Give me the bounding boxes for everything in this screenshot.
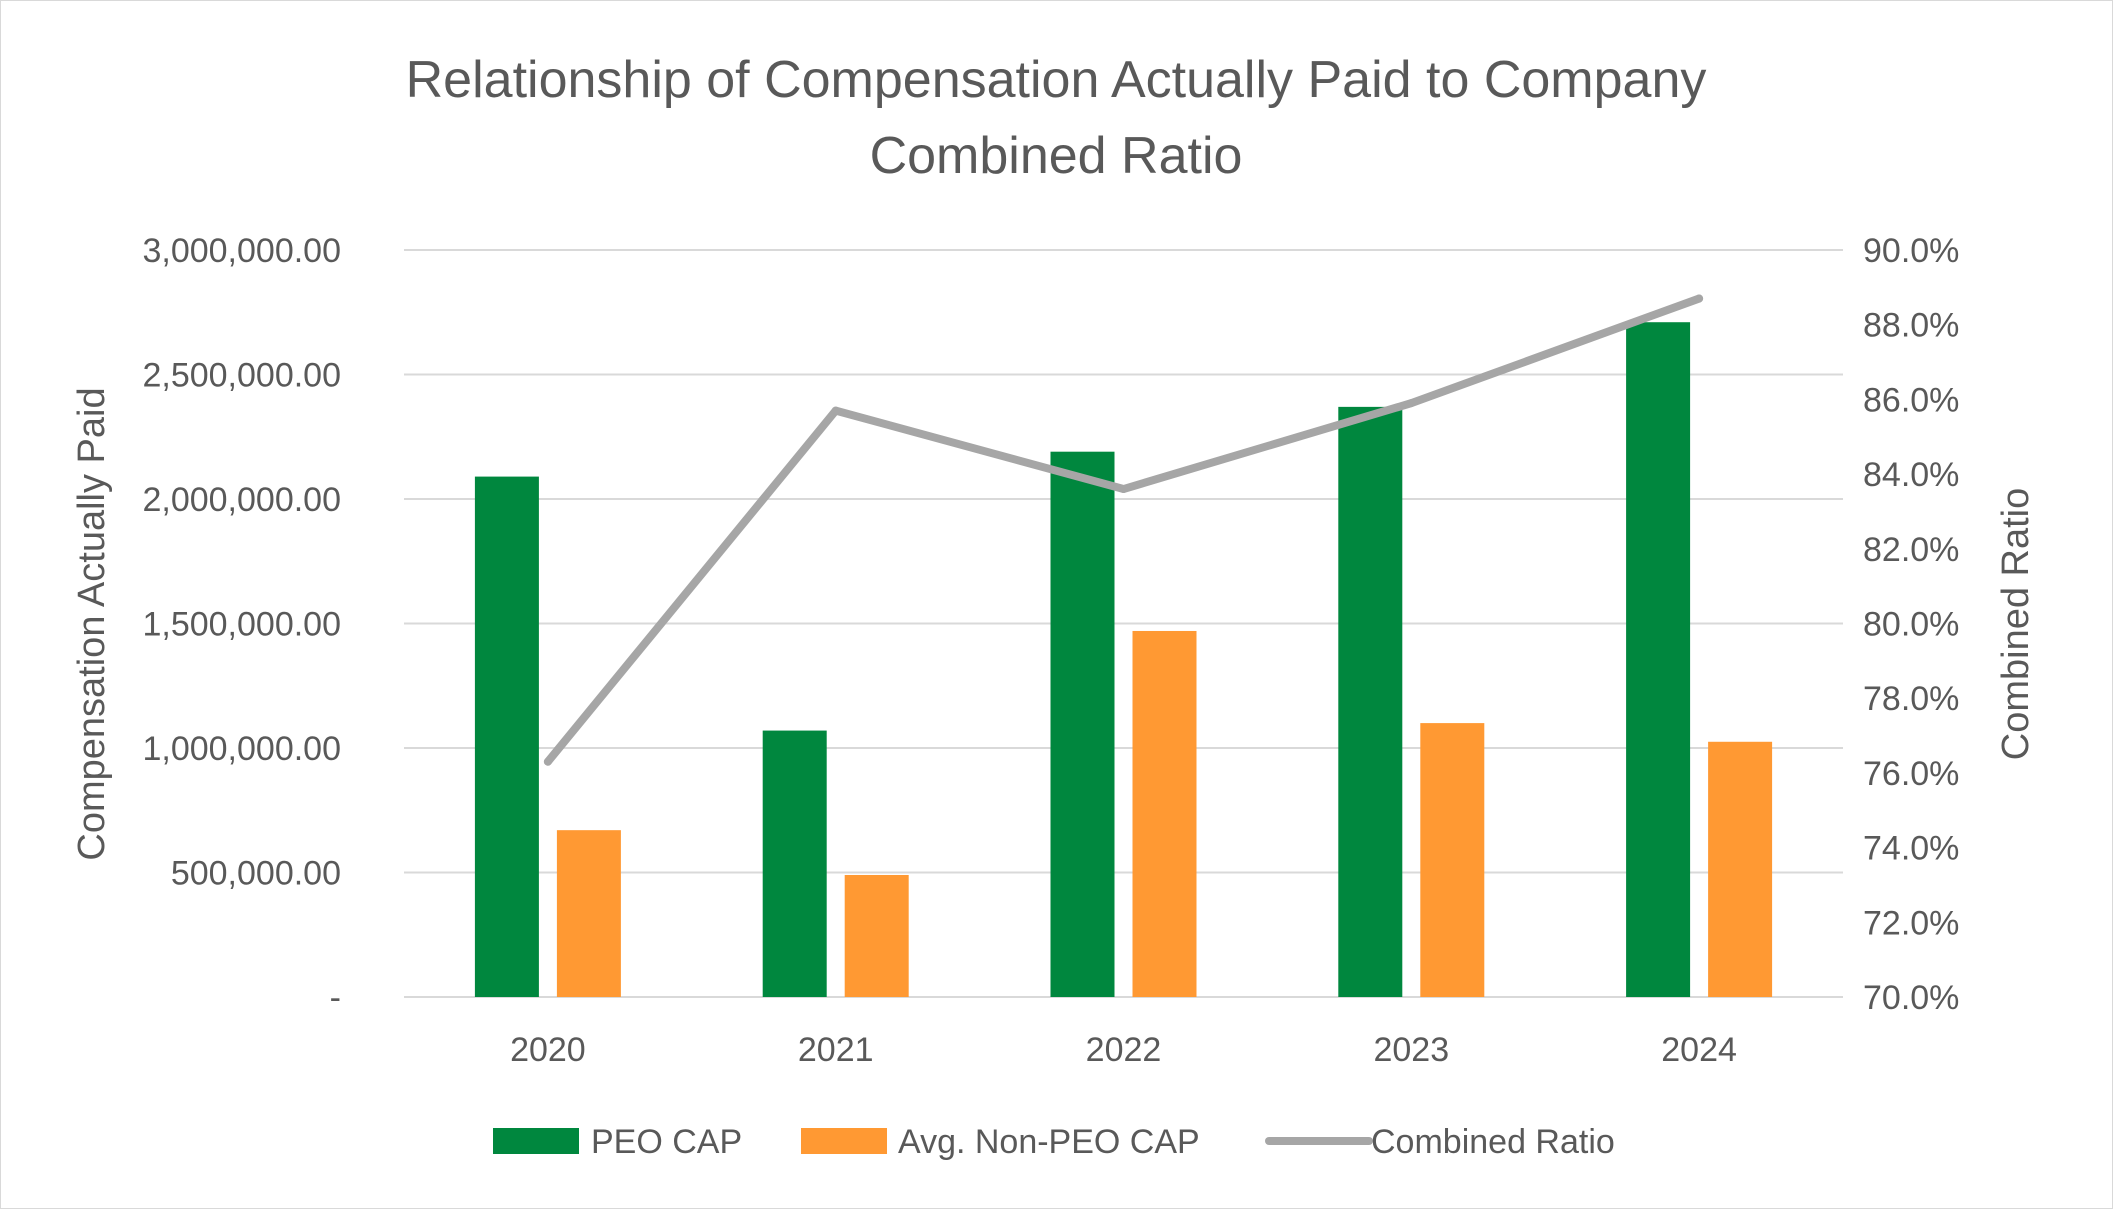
bar-peo-cap-2020	[474, 476, 539, 998]
x-tick-label: 2022	[1086, 1031, 1162, 1069]
legend-swatch	[493, 1128, 579, 1154]
y2-tick-label: 74.0%	[1863, 830, 1959, 868]
y2-tick-label: 80.0%	[1863, 606, 1959, 644]
line-point	[543, 757, 552, 766]
y2-tick-label: 78.0%	[1863, 680, 1959, 718]
bar-series	[474, 322, 1773, 998]
bar-avg-non-peo-cap-2021	[844, 874, 909, 997]
y2-tick-label: 84.0%	[1863, 456, 1959, 494]
bar-peo-cap-2021	[762, 730, 827, 997]
right-axis-ticks: 70.0% 72.0% 74.0% 76.0% 78.0% 80.0% 82.0% 84.0%…	[1863, 232, 1959, 1017]
y2-tick-label: 70.0%	[1863, 979, 1959, 1017]
legend-swatch	[801, 1128, 887, 1154]
line-point	[1119, 485, 1128, 494]
y-tick-label: 500,000.00	[171, 855, 341, 893]
legend: PEO CAP Avg. Non-PEO CAP Combined Ratio	[493, 1123, 1615, 1161]
line-combined-ratio	[543, 294, 1704, 766]
legend-label: Avg. Non-PEO CAP	[898, 1123, 1200, 1161]
y-tick-label: 2,500,000.00	[142, 357, 341, 395]
line-point	[831, 406, 840, 415]
bar-avg-non-peo-cap-2020	[556, 830, 621, 997]
x-axis-ticks: 2020 2021 2022 2023 2024	[510, 1031, 1737, 1069]
y2-axis-title: Combined Ratio	[1995, 488, 2037, 760]
bar-peo-cap-2024	[1626, 322, 1691, 998]
bar-avg-non-peo-cap-2023	[1420, 723, 1485, 997]
y-axis-title: Compensation Actually Paid	[71, 387, 113, 860]
y2-tick-label: 86.0%	[1863, 381, 1959, 419]
gridlines	[404, 249, 1843, 998]
chart-title: Relationship of Compensation Actually Pa…	[406, 51, 1707, 185]
bar-peo-cap-2022	[1050, 451, 1115, 997]
legend-label: PEO CAP	[591, 1123, 742, 1161]
bar-peo-cap-2023	[1338, 406, 1403, 997]
y2-tick-label: 88.0%	[1863, 307, 1959, 345]
y-tick-label: 3,000,000.00	[142, 232, 341, 270]
x-tick-label: 2023	[1373, 1031, 1449, 1069]
x-tick-label: 2020	[510, 1031, 586, 1069]
line-series	[543, 294, 1704, 766]
y2-tick-label: 76.0%	[1863, 755, 1959, 793]
legend-label: Combined Ratio	[1371, 1123, 1615, 1161]
chart-title-line-2: Combined Ratio	[870, 127, 1243, 185]
bar-avg-non-peo-cap-2024	[1708, 741, 1773, 997]
y-tick-label: 1,500,000.00	[142, 606, 341, 644]
y-tick-label: 1,000,000.00	[142, 730, 341, 768]
x-tick-label: 2024	[1661, 1031, 1737, 1069]
bar-avg-non-peo-cap-2022	[1132, 630, 1197, 997]
line-point	[1695, 294, 1704, 303]
chart-title-line-1: Relationship of Compensation Actually Pa…	[406, 51, 1707, 109]
y2-tick-label: 72.0%	[1863, 904, 1959, 942]
x-tick-label: 2021	[798, 1031, 874, 1069]
y-tick-label: -	[330, 979, 341, 1017]
left-axis-ticks: - 500,000.00 1,000,000.00 1,500,000.00 2,000…	[142, 232, 341, 1017]
y2-tick-label: 90.0%	[1863, 232, 1959, 270]
y2-tick-label: 82.0%	[1863, 531, 1959, 569]
y-tick-label: 2,000,000.00	[142, 481, 341, 519]
line-point	[1407, 399, 1416, 408]
